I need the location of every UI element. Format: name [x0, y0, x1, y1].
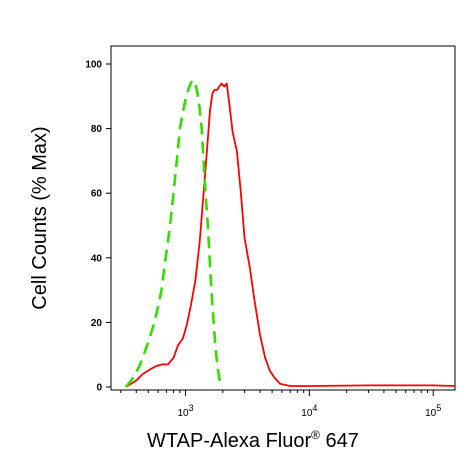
y-tick-label: 60 [91, 189, 103, 200]
series-group [124, 78, 456, 388]
plot-frame [110, 45, 456, 391]
x-axis-label-registered: ® [311, 428, 320, 442]
series-line-1 [125, 82, 456, 388]
x-tick-label: 104 [301, 403, 317, 419]
x-axis-label-main: WTAP-Alexa Fluor [147, 430, 311, 452]
y-tick-label: 40 [91, 253, 103, 264]
x-tick-label: 103 [177, 403, 193, 419]
y-tick-label: 0 [96, 383, 102, 394]
x-axis-label: WTAP-Alexa Fluor® 647 [147, 428, 359, 452]
y-axis: 0 20 40 60 80 100 [85, 60, 111, 394]
y-tick-label: 100 [85, 60, 102, 71]
y-axis-label: Cell Counts (% Max) [29, 126, 51, 309]
series-line-2 [124, 78, 224, 388]
x-axis: 103 104 105 [120, 390, 441, 419]
y-tick-label: 80 [91, 124, 103, 135]
y-tick-label: 20 [91, 318, 103, 329]
x-axis-label-suffix: 647 [320, 430, 359, 452]
x-tick-label: 105 [425, 403, 441, 419]
